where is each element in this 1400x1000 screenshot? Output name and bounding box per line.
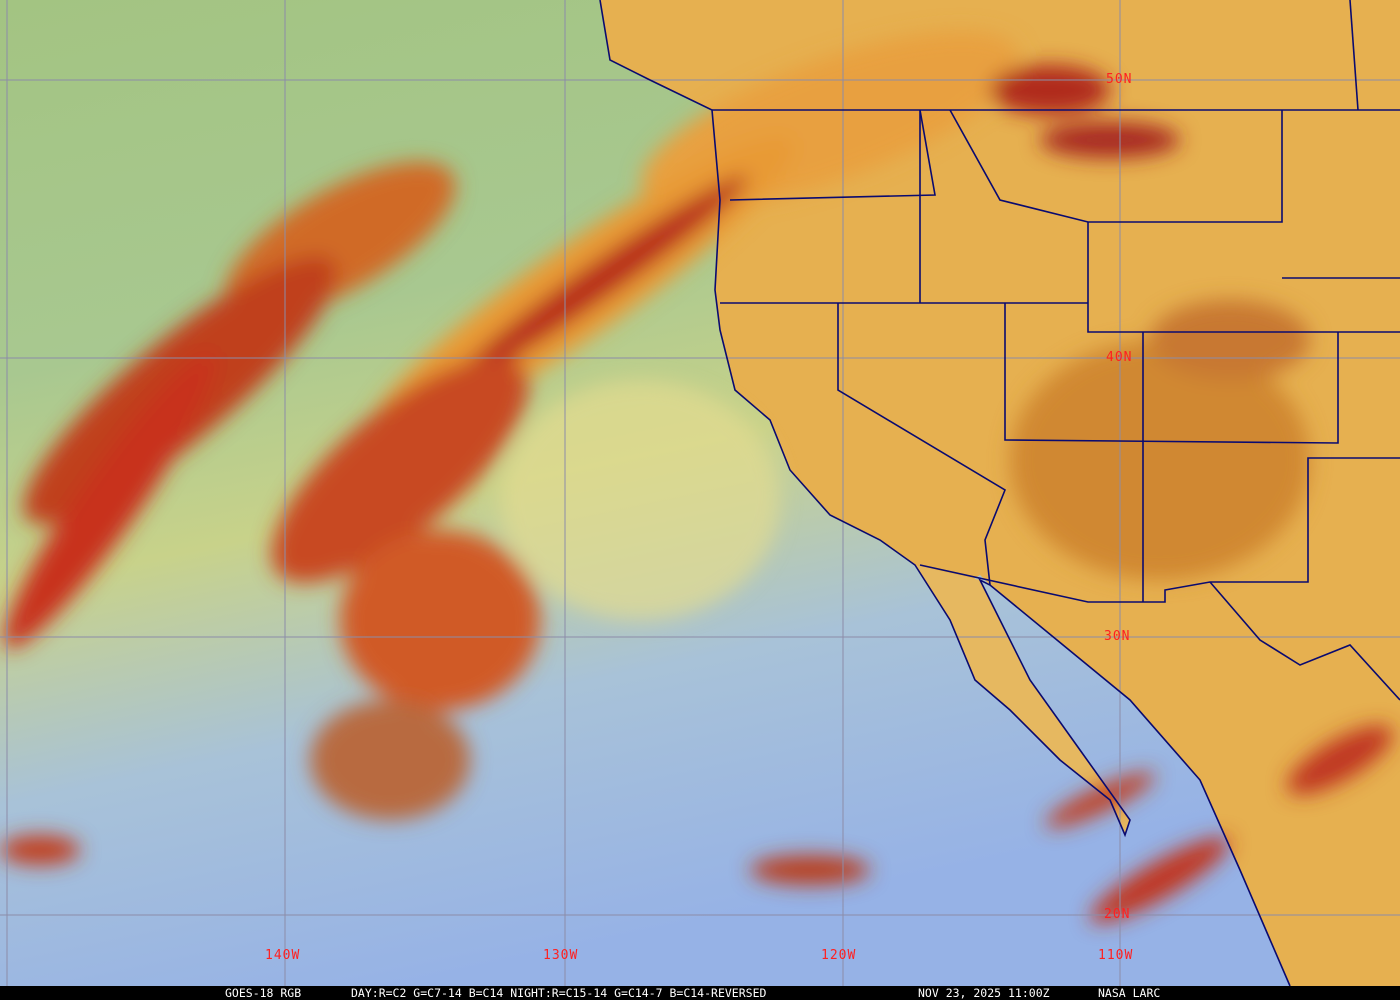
coastline: [599, 0, 1291, 986]
latitude-label: 40N: [1106, 350, 1133, 365]
longitude-label: 130W: [543, 948, 579, 963]
longitude-label: 110W: [1098, 948, 1134, 963]
caption-bar: GOES-18 RGB DAY:R=C2 G=C7-14 B=C14 NIGHT…: [0, 986, 1400, 1000]
longitude-label: 140W: [265, 948, 301, 963]
latitude-label: 50N: [1106, 72, 1133, 87]
rgb-recipe: DAY:R=C2 G=C7-14 B=C14 NIGHT:R=C15-14 G=…: [351, 986, 767, 1000]
latitude-label: 20N: [1104, 907, 1131, 922]
timestamp: NOV 23, 2025 11:00Z: [918, 986, 1050, 1000]
credit: NASA LARC: [1098, 986, 1161, 1000]
cloud-bands: [0, 31, 1393, 923]
product-name: GOES-18 RGB: [225, 986, 302, 1000]
latitude-label: 30N: [1104, 629, 1131, 644]
political-boundaries: [599, 0, 1400, 986]
longitude-label: 120W: [821, 948, 857, 963]
land-baja: [915, 565, 1130, 835]
land-north-america: [600, 0, 1400, 986]
